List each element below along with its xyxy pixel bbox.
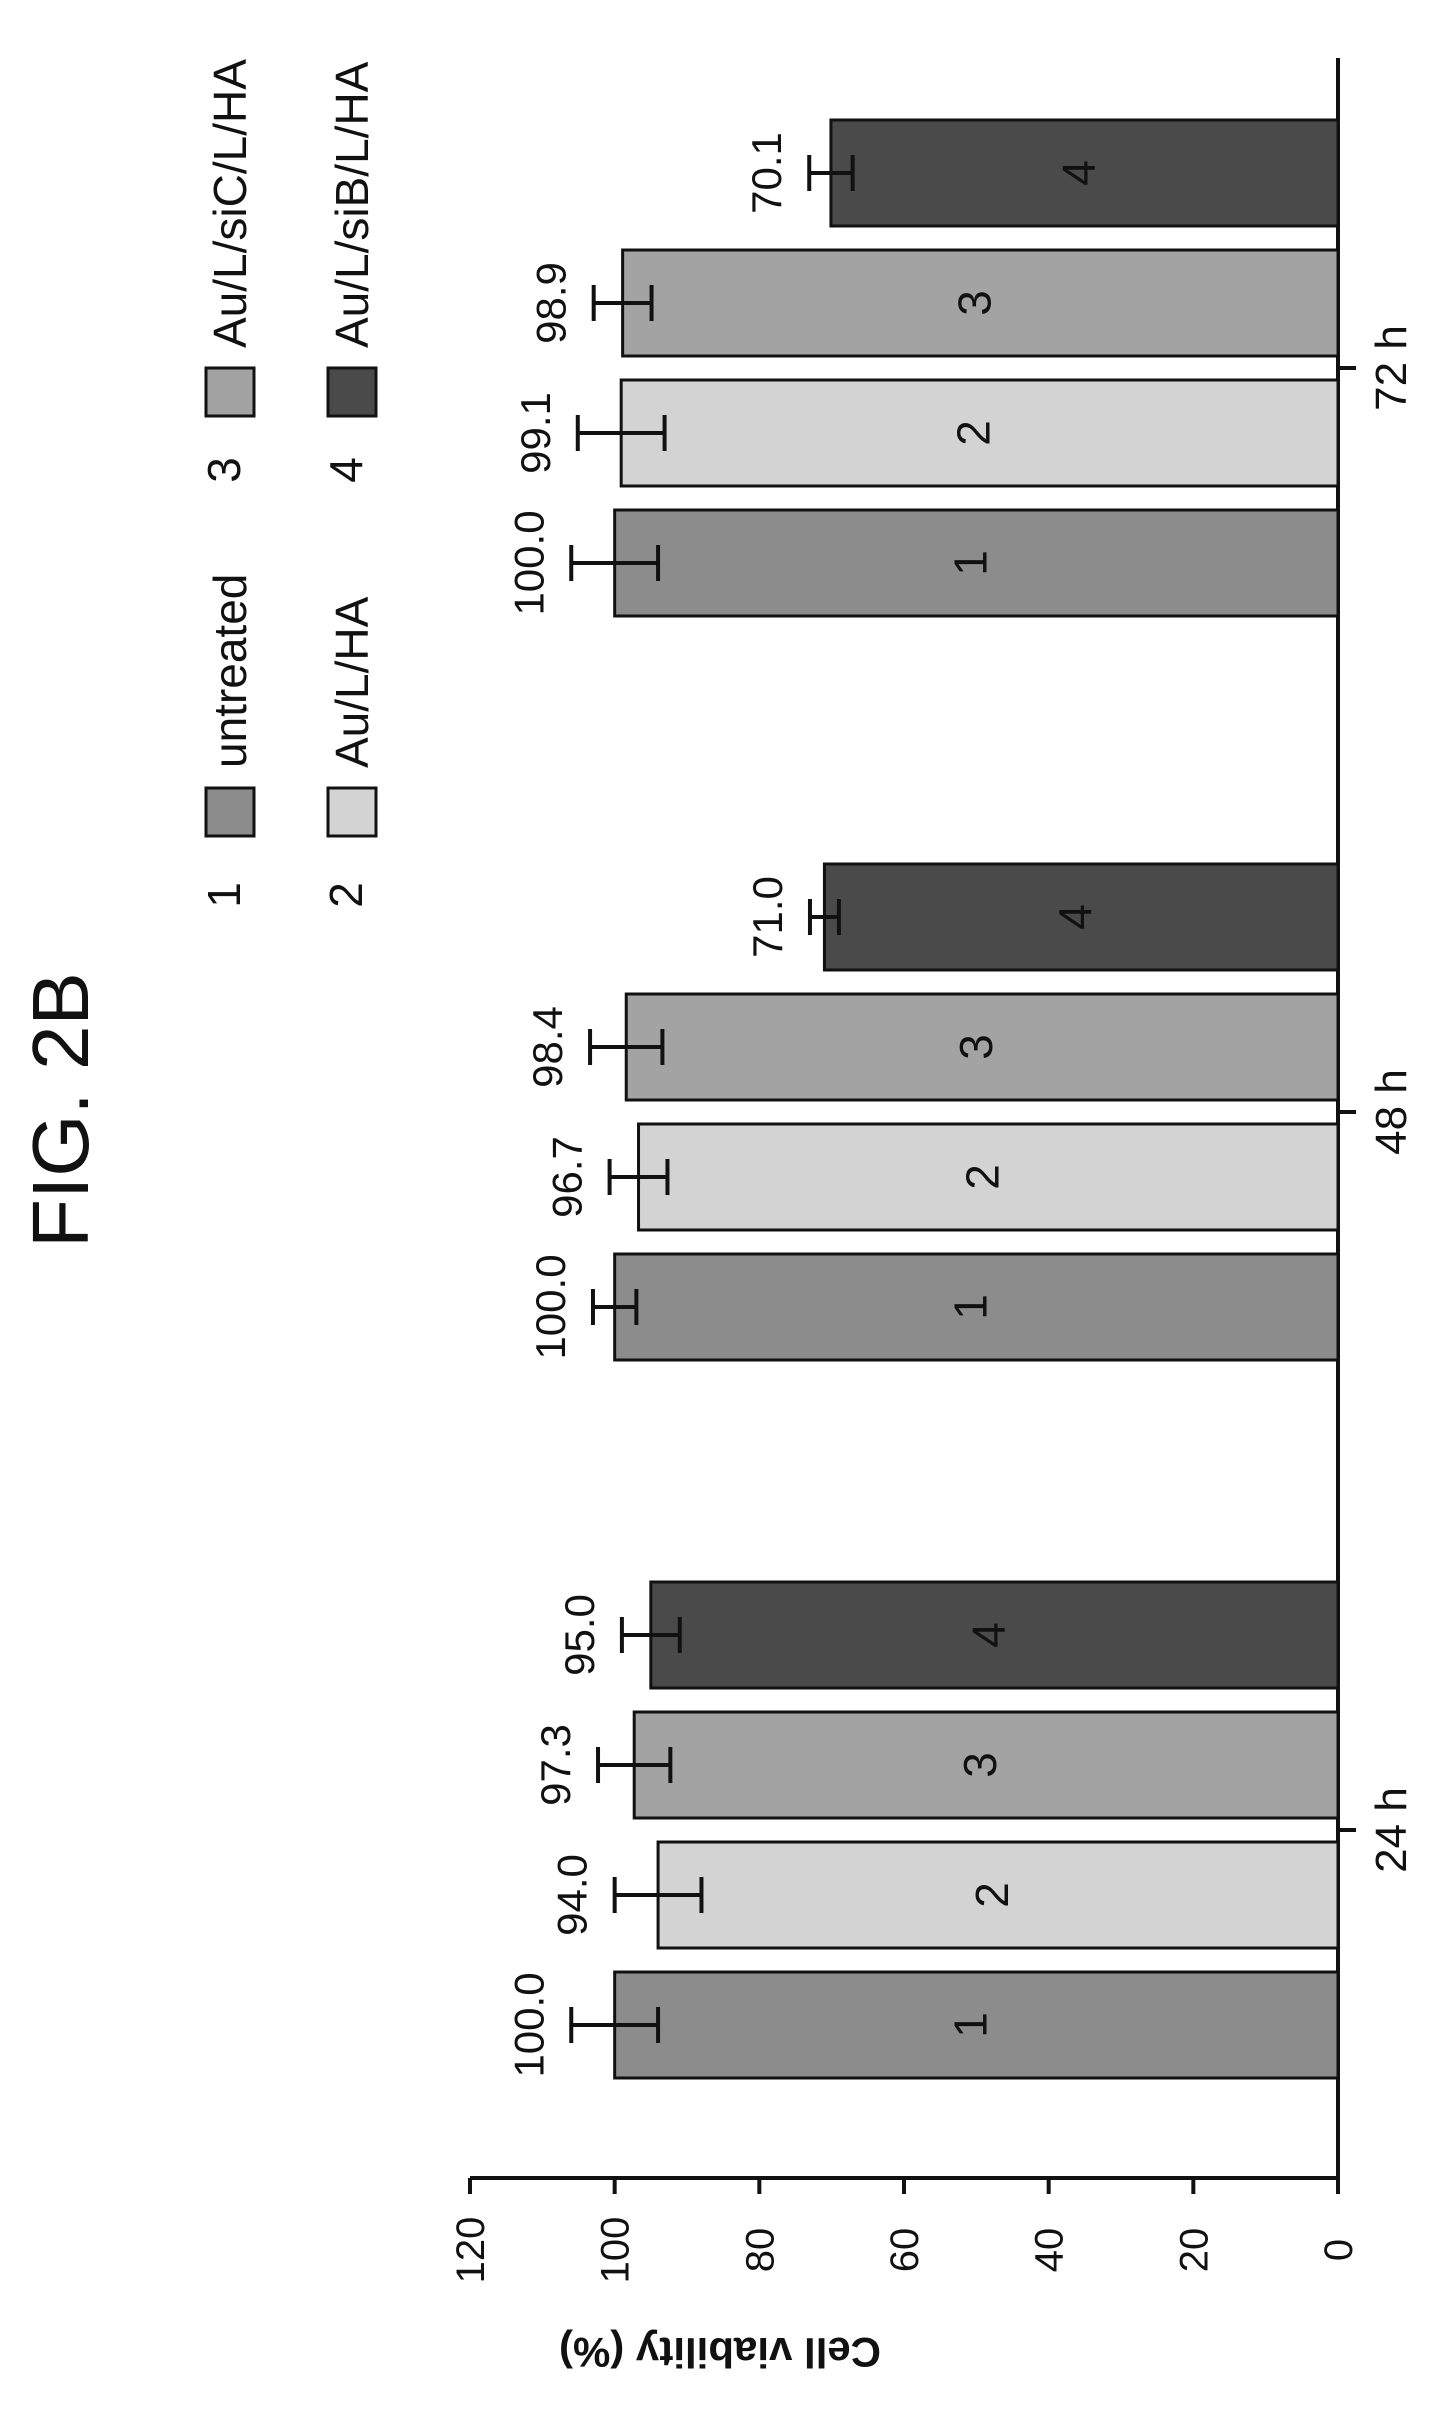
error-bar [588, 1029, 665, 1065]
bar-2-72h [619, 378, 1340, 488]
legend-label: Au/L/siC/L/HA [204, 59, 256, 348]
bar-number-label: 2 [966, 1882, 1018, 1908]
bar-value-label: 100.0 [505, 1972, 552, 2077]
bar-value-label: 97.3 [532, 1724, 579, 1806]
bar-value-label: 99.1 [512, 392, 559, 474]
legend-item-3: 3 Au/L/siC/L/HA [198, 59, 256, 483]
figure-title: FIG. 2B [16, 972, 105, 1248]
y-axis-title: Cell viability (%) [559, 2329, 881, 2376]
y-tick-label: 0 [1317, 2239, 1361, 2261]
error-bar [590, 1289, 639, 1325]
y-tick-label: 60 [883, 2228, 927, 2273]
error-bar [807, 899, 841, 935]
bar-1-72h [613, 508, 1340, 618]
error-bar [569, 2007, 661, 2043]
bar-value-label: 100.0 [505, 510, 552, 615]
bar-number-label: 1 [944, 1294, 996, 1320]
bar-number-label: 4 [962, 1622, 1014, 1648]
bar-value-label: 100.0 [527, 1254, 574, 1359]
legend-number: 4 [320, 457, 372, 483]
bar-3-48h [624, 992, 1340, 1102]
error-bar [596, 1747, 673, 1783]
legend-swatch [204, 786, 256, 838]
x-category-label: 72 h [1367, 325, 1416, 411]
legend-item-1: 1 untreated [198, 574, 256, 908]
legend-number: 3 [198, 457, 250, 483]
bar-value-label: 98.4 [524, 1006, 571, 1088]
bar-4-48h [822, 862, 1340, 972]
bar-number-label: 3 [950, 1034, 1002, 1060]
legend-item-2: 2 Au/L/HA [320, 596, 378, 907]
legend-number: 2 [320, 882, 372, 908]
bar-2-24h [656, 1840, 1340, 1950]
bar-number-label: 4 [1049, 904, 1101, 930]
bar-4-24h [649, 1580, 1340, 1690]
error-bar [575, 415, 667, 451]
error-bar [591, 285, 654, 321]
y-tick-label: 80 [738, 2228, 782, 2273]
legend-label: untreated [204, 574, 256, 768]
bar-1-24h [613, 1970, 1340, 2080]
legend-swatch [204, 366, 256, 418]
legend-label: Au/L/HA [326, 596, 378, 768]
y-tick-label: 120 [449, 2217, 493, 2284]
legend-swatch [326, 786, 378, 838]
bar-2-48h [637, 1122, 1340, 1232]
error-bar [569, 545, 661, 581]
bar-value-label: 70.1 [743, 132, 790, 214]
bar-number-label: 1 [944, 550, 996, 576]
bar-groups: 100.0 1 94.0 2 97.3 3 95.0 4 24 h 100.0 1 96.7 2 98.4… [505, 118, 1416, 2080]
bar-1-48h [613, 1252, 1340, 1362]
y-tick-label: 100 [594, 2217, 638, 2284]
legend-item-4: 4 Au/L/siB/L/HA [320, 61, 378, 482]
bar-value-label: 96.7 [544, 1136, 591, 1218]
y-tick-label: 40 [1028, 2228, 1072, 2273]
legend-number: 1 [198, 882, 250, 908]
bar-number-label: 3 [948, 290, 1000, 316]
legend: 1 untreated 2 Au/L/HA 3 Au/L/siC/L/HA 4 Au/L/si… [198, 59, 378, 908]
bar-number-label: 3 [954, 1752, 1006, 1778]
error-bar [612, 1877, 704, 1913]
bar-number-label: 2 [948, 420, 1000, 446]
y-tick-label: 20 [1172, 2228, 1216, 2273]
bar-number-label: 1 [944, 2012, 996, 2038]
legend-label: Au/L/siB/L/HA [326, 61, 378, 348]
error-bar [619, 1617, 682, 1653]
bar-value-label: 94.0 [549, 1854, 596, 1936]
x-category-label: 48 h [1367, 1069, 1416, 1155]
error-bar [807, 155, 855, 191]
bar-number-label: 2 [956, 1164, 1008, 1190]
bar-value-label: 71.0 [744, 876, 791, 958]
x-category-label: 24 h [1367, 1787, 1416, 1873]
bar-value-label: 95.0 [556, 1594, 603, 1676]
legend-swatch [326, 366, 378, 418]
error-bar [607, 1159, 670, 1195]
bar-3-24h [632, 1710, 1340, 1820]
y-axis-ticks: 0 20 40 60 80 100 120 [449, 2178, 1361, 2283]
bar-number-label: 4 [1052, 160, 1104, 186]
bar-value-label: 98.9 [528, 262, 575, 344]
